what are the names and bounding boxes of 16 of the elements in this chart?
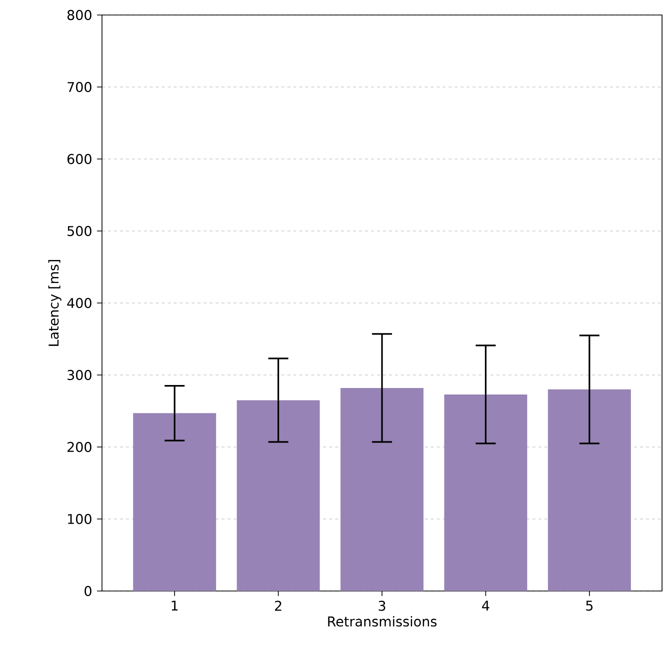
y-tick-label: 600 <box>67 154 92 164</box>
y-tick-label: 0 <box>84 586 92 596</box>
y-tick-label: 200 <box>68 442 92 452</box>
y-tick-label: 400 <box>67 298 92 308</box>
x-tick-label: 3 <box>378 600 386 611</box>
y-tick-label: 700 <box>68 82 92 92</box>
y-tick-label: 800 <box>67 10 92 20</box>
y-axis-title: Latency [ms] <box>48 260 62 346</box>
x-tick-label: 1 <box>172 600 178 611</box>
x-axis-title: Retransmissions <box>328 616 437 627</box>
x-tick-label: 2 <box>274 600 282 611</box>
y-tick-label: 100 <box>68 514 92 524</box>
x-tick-label: 4 <box>482 600 490 611</box>
y-tick-label: 300 <box>68 370 92 380</box>
y-tick-label: 500 <box>68 226 92 236</box>
x-tick-label: 5 <box>586 600 593 611</box>
